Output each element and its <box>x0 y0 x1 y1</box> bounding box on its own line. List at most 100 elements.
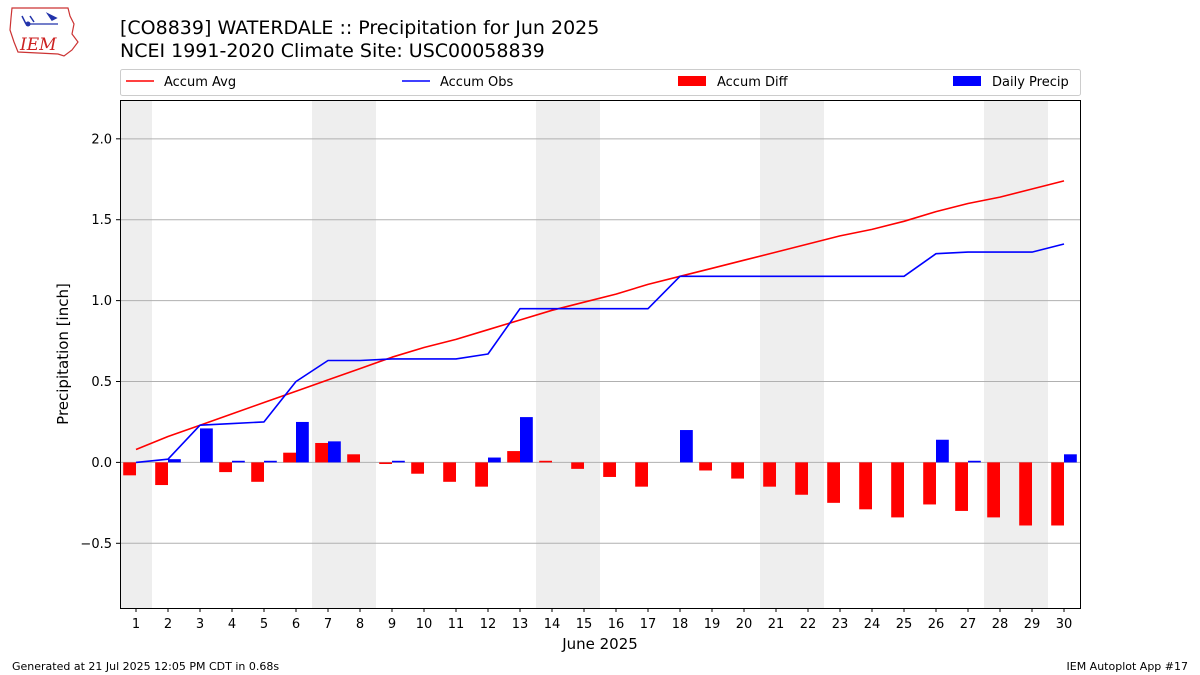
daily-precip-bar <box>968 460 981 463</box>
y-tick-label: 1.0 <box>91 294 112 309</box>
x-tick-label: 13 <box>512 617 529 632</box>
accum-diff-bar <box>539 460 552 463</box>
accum-diff-bar <box>635 462 648 487</box>
x-tick-label: 4 <box>228 617 236 632</box>
accum-diff-bar <box>475 462 488 487</box>
iem-logo: IEM <box>9 7 79 57</box>
plot-frame <box>120 100 1081 609</box>
weekend-shading <box>120 100 1048 608</box>
y-tick-label: 1.5 <box>91 213 112 228</box>
x-tick-label: 22 <box>800 617 817 632</box>
bars <box>123 417 1077 526</box>
x-tick-label: 28 <box>992 617 1009 632</box>
accum-diff-bar <box>827 462 840 503</box>
accum-diff-bar <box>315 442 328 463</box>
x-tick-label: 6 <box>292 617 300 632</box>
x-tick-label: 14 <box>544 617 561 632</box>
x-tick-label: 18 <box>672 617 689 632</box>
accum-diff-bar <box>955 462 968 511</box>
x-tick-label: 19 <box>704 617 721 632</box>
daily-precip-bar <box>936 439 949 463</box>
legend-accum-diff-swatch <box>678 76 706 86</box>
x-tick-label: 15 <box>576 617 593 632</box>
daily-precip-bar <box>328 441 341 463</box>
x-tick-label: 29 <box>1024 617 1041 632</box>
accum-diff-bar <box>347 454 360 463</box>
y-tick-label: 0.0 <box>91 456 112 471</box>
weekend-shade-band <box>760 100 824 608</box>
y-tick-label: 0.5 <box>91 375 112 390</box>
daily-precip-bar <box>392 460 405 463</box>
y-tick-label: −0.5 <box>80 537 112 552</box>
legend-accum-avg: Accum Avg <box>164 75 236 90</box>
weekend-shade-band <box>120 100 152 608</box>
accum-diff-bar <box>1051 462 1064 526</box>
x-tick-label: 23 <box>832 617 849 632</box>
legend: Accum Avg Accum Obs Accum Diff Daily Pre… <box>120 69 1081 96</box>
accum-obs-line <box>135 243 1065 464</box>
accum-diff-bar <box>1019 462 1032 526</box>
daily-precip-bar <box>200 428 213 463</box>
x-tick-label: 17 <box>640 617 657 632</box>
daily-precip-bar <box>488 457 501 463</box>
accum-diff-bar <box>251 462 264 482</box>
chart-title: [CO8839] WATERDALE :: Precipitation for … <box>120 17 600 39</box>
legend-box <box>120 69 1081 96</box>
daily-precip-bar <box>232 460 245 463</box>
x-tick-label: 20 <box>736 617 753 632</box>
x-tick-label: 1 <box>132 617 140 632</box>
x-tick-label: 27 <box>960 617 977 632</box>
accum-diff-bar <box>411 462 424 474</box>
x-tick-label: 30 <box>1056 617 1073 632</box>
axes: −0.50.00.51.01.52.01 2 3 4 5 6 7 8 9 10 11 12 13 14 15… <box>80 132 1072 632</box>
accum-diff-bar <box>923 462 936 505</box>
y-gridlines <box>120 138 1080 544</box>
accum-diff-bar <box>731 462 744 479</box>
accum-diff-bar <box>699 462 712 471</box>
daily-precip-bar <box>264 460 277 463</box>
app-label: IEM Autoplot App #17 <box>1066 660 1189 673</box>
x-tick-label: 11 <box>448 617 465 632</box>
weekend-shade-band <box>984 100 1048 608</box>
generated-timestamp: Generated at 21 Jul 2025 12:05 PM CDT in… <box>12 660 280 673</box>
daily-precip-bar <box>680 430 693 463</box>
accum-diff-bar <box>891 462 904 518</box>
x-tick-label: 26 <box>928 617 945 632</box>
x-tick-label: 21 <box>768 617 785 632</box>
chart-subtitle: NCEI 1991-2020 Climate Site: USC00058839 <box>120 40 545 62</box>
lines <box>135 180 1065 464</box>
x-tick-label: 12 <box>480 617 497 632</box>
accum-diff-bar <box>155 462 168 486</box>
x-tick-label: 25 <box>896 617 913 632</box>
x-axis-label: June 2025 <box>561 635 638 653</box>
accum-diff-bar <box>987 462 1000 518</box>
accum-diff-bar <box>763 462 776 487</box>
accum-diff-bar <box>859 462 872 510</box>
accum-diff-bar <box>283 452 296 463</box>
legend-accum-diff: Accum Diff <box>717 75 789 90</box>
x-tick-label: 2 <box>164 617 172 632</box>
x-tick-label: 24 <box>864 617 881 632</box>
accum-diff-bar <box>443 462 456 482</box>
accum-diff-bar <box>123 462 136 476</box>
x-tick-label: 5 <box>260 617 268 632</box>
x-tick-label: 16 <box>608 617 625 632</box>
weekend-shade-band <box>312 100 376 608</box>
weekend-shade-band <box>536 100 600 608</box>
daily-precip-bar <box>520 417 533 463</box>
accum-diff-bar <box>219 462 232 473</box>
accum-diff-bar <box>571 462 584 469</box>
x-tick-label: 8 <box>356 617 364 632</box>
x-tick-label: 9 <box>388 617 396 632</box>
daily-precip-bar <box>1064 454 1077 463</box>
svg-text:IEM: IEM <box>19 35 57 55</box>
daily-precip-bar <box>296 421 309 463</box>
daily-precip-bar <box>168 459 181 463</box>
y-axis-label: Precipitation [inch] <box>54 283 72 425</box>
accum-diff-bar <box>379 462 392 465</box>
y-tick-label: 2.0 <box>91 132 112 147</box>
accum-diff-bar <box>603 462 616 477</box>
legend-accum-obs: Accum Obs <box>440 75 513 90</box>
accum-diff-bar <box>795 462 808 495</box>
